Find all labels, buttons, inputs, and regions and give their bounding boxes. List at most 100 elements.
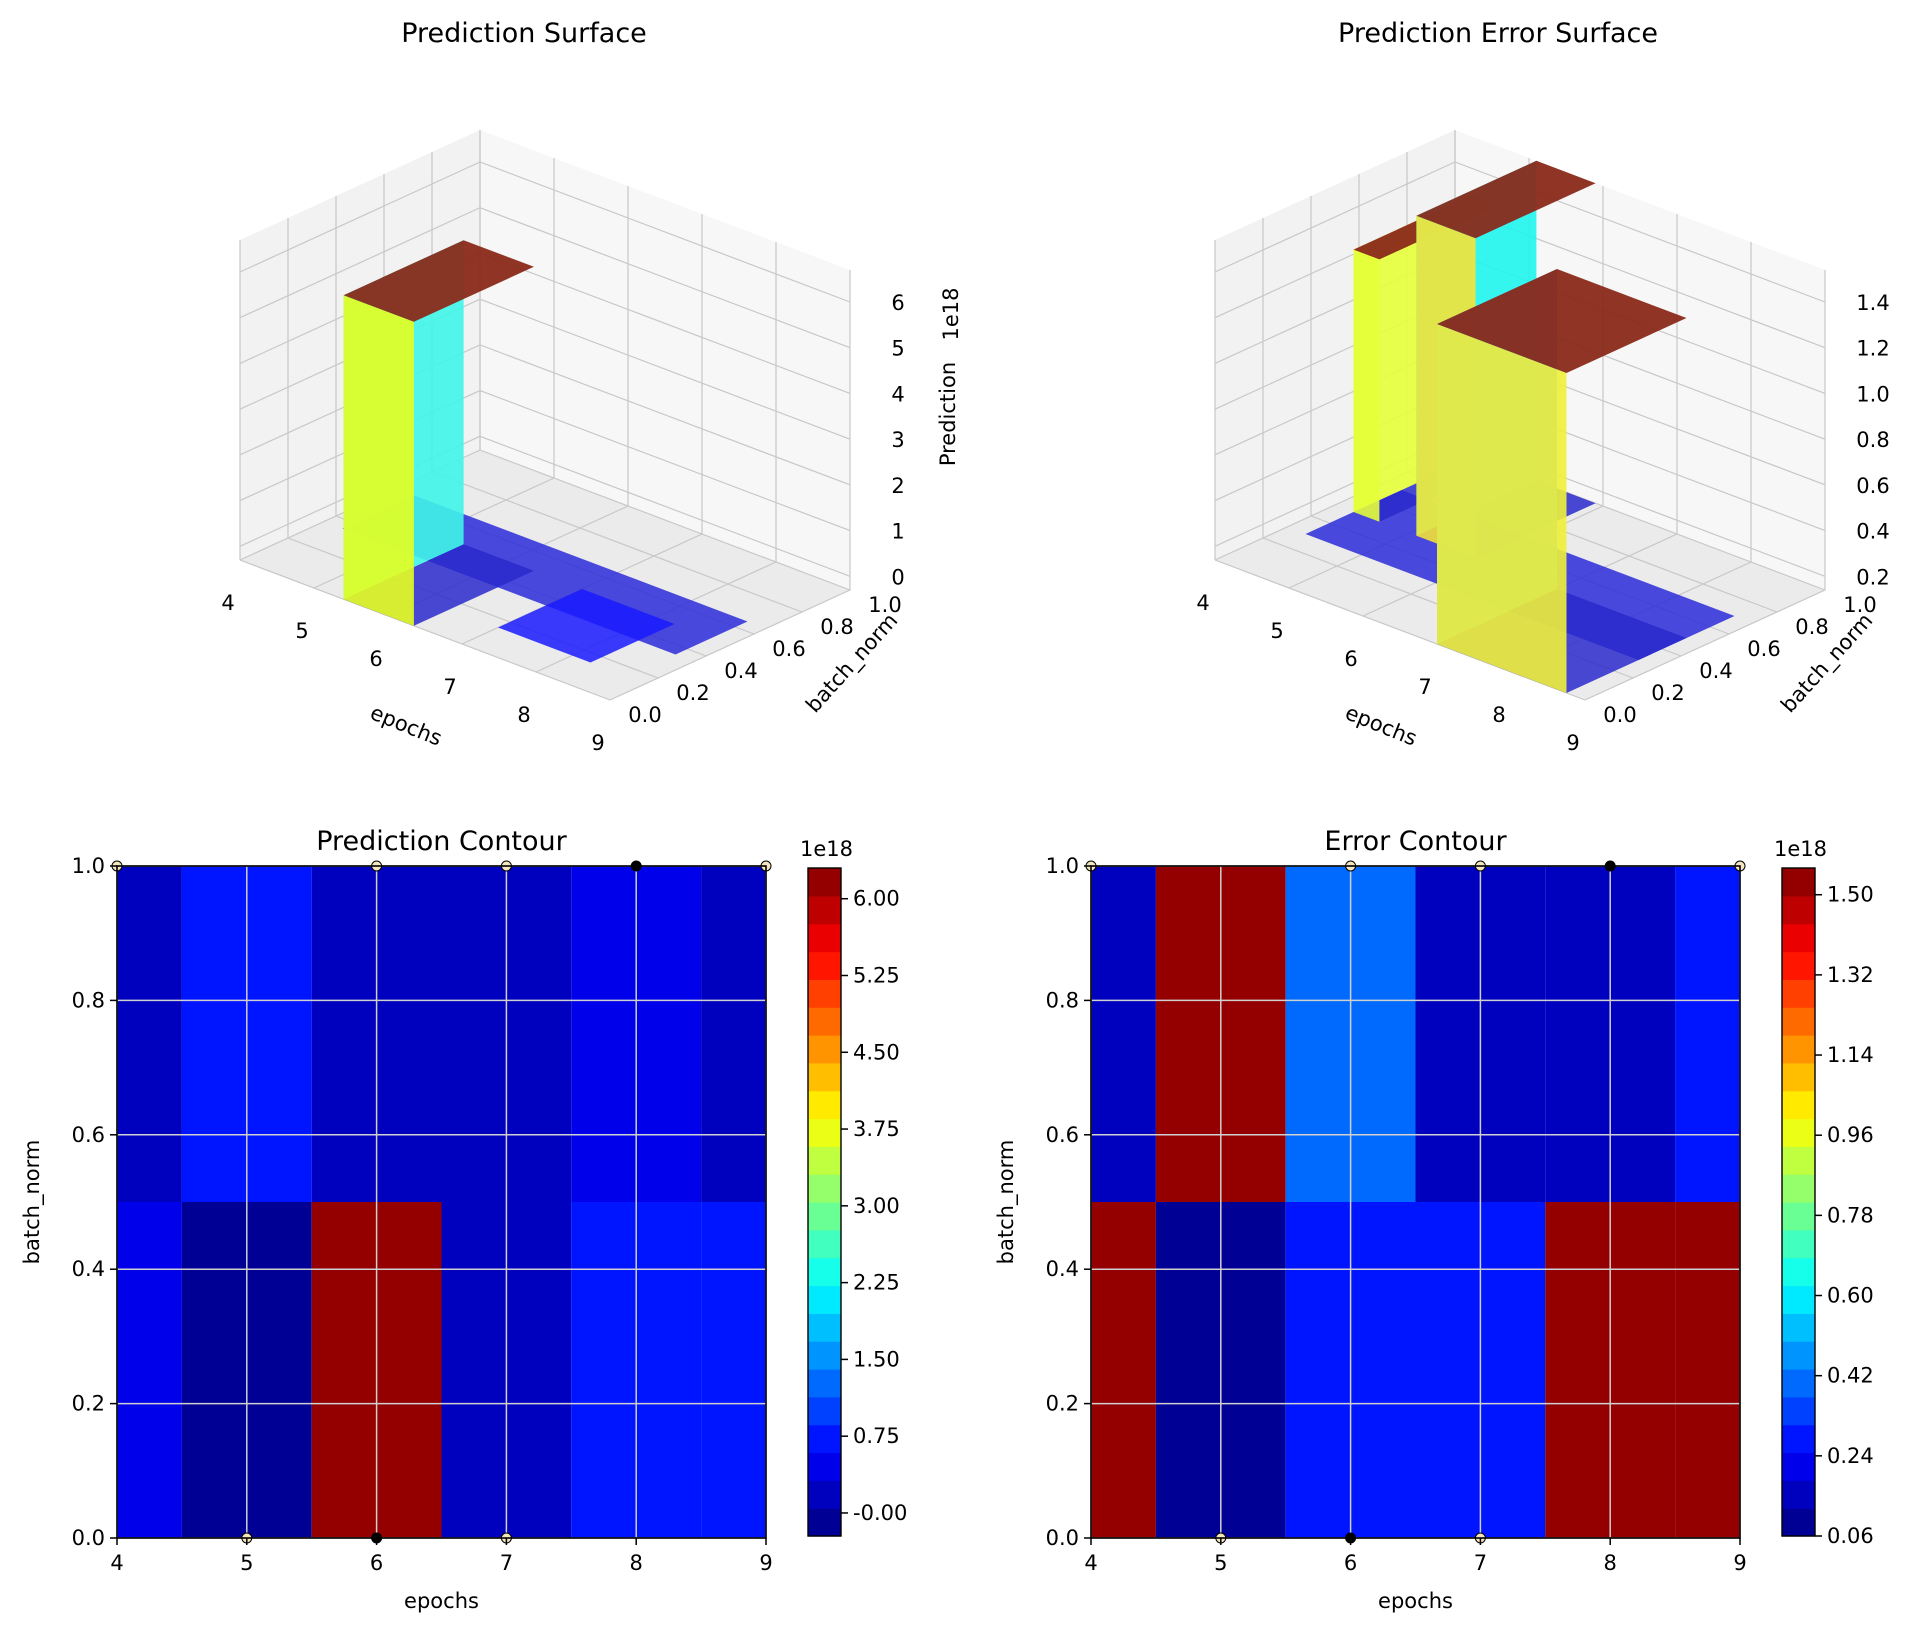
- contour-cell: [1675, 866, 1740, 1202]
- grid-line: [239, 298, 851, 440]
- colorbar-segment: [1782, 923, 1815, 953]
- colorbar-segment: [808, 923, 841, 953]
- x-tick-label: 6: [369, 647, 382, 671]
- colorbar-segment: [1782, 1090, 1815, 1120]
- colorbar-tick-label: 0.96: [1827, 1123, 1874, 1147]
- y-tick-label: 0.4: [72, 1257, 105, 1281]
- y-axis-label: batch_norm: [20, 1140, 45, 1265]
- colorbar: -0.00 0.75 1.50 2.25 3.00 3.75 4.50 5.25 6.00 1e1…: [800, 837, 907, 1537]
- contour-cell: [1091, 1202, 1156, 1538]
- contour-cell: [701, 866, 766, 1202]
- colorbar-segment: [1782, 1369, 1815, 1398]
- x-axis-label: epochs: [367, 700, 445, 750]
- colorbar-frame: [807, 867, 842, 1537]
- y-tick-label: 0.6: [1046, 1123, 1079, 1147]
- y-tick-label: 0.6: [72, 1123, 105, 1147]
- colorbar-segment: [808, 1369, 841, 1398]
- contour-cell: [117, 866, 182, 1202]
- x-tick-label: 4: [221, 591, 234, 615]
- colorbar-tick-label: 0.75: [853, 1424, 900, 1448]
- x-tick-label: 9: [1733, 1551, 1746, 1575]
- colorbar-segment: [1782, 1146, 1815, 1175]
- y-axis-label: batch_norm: [994, 1140, 1019, 1265]
- x-tick-label: 5: [1214, 1551, 1227, 1575]
- colorbar-segment: [808, 1229, 841, 1259]
- y-tick-label: 0.8: [820, 615, 853, 639]
- colorbar-tick-label: 4.50: [853, 1040, 900, 1064]
- colorbar-segment: [808, 1424, 841, 1454]
- grid-line: [239, 435, 851, 577]
- colorbar-segment: [808, 951, 841, 980]
- colorbar-segment: [1782, 1424, 1815, 1454]
- y-tick-label: 0.2: [1046, 1392, 1079, 1416]
- colorbar-segment: [1782, 1313, 1815, 1342]
- surface-top: [1416, 160, 1596, 239]
- z-tick-label: 0.2: [1856, 565, 1889, 589]
- grid-line: [479, 449, 851, 591]
- grid-line: [239, 389, 851, 532]
- colorbar-tick-label: 3.75: [853, 1117, 900, 1141]
- colorbar-segment: [1782, 1062, 1815, 1092]
- grid-line: [239, 559, 611, 701]
- colorbar-segment: [808, 1285, 841, 1314]
- x-tick-label: 7: [443, 675, 456, 699]
- z-tick-label: 2: [891, 474, 904, 498]
- surface-plot-1: 4567890.00.20.40.60.81.00123456epochsbat…: [221, 18, 963, 755]
- y-tick-label: 0.8: [72, 988, 105, 1012]
- colorbar-segment: [1782, 1035, 1815, 1064]
- z-tick-label: 0: [891, 565, 904, 589]
- x-tick-label: 8: [1492, 703, 1505, 727]
- colorbar-segment: [1782, 1480, 1815, 1509]
- colorbar-offset-text: 1e18: [800, 837, 853, 861]
- surface-base: [498, 589, 675, 663]
- colorbar-segment: [1782, 1257, 1815, 1287]
- x-tick-label: 4: [1196, 591, 1209, 615]
- colorbar-segment: [808, 1341, 841, 1370]
- colorbar-tick-label: 6.00: [853, 887, 900, 911]
- colorbar-tick-label: 5.25: [853, 963, 900, 987]
- z-tick-label: 1.4: [1856, 291, 1889, 315]
- x-tick-label: 5: [240, 1551, 253, 1575]
- x-tick-label: 6: [1344, 1551, 1357, 1575]
- colorbar-tick-label: 1.14: [1827, 1043, 1874, 1067]
- colorbar-segment: [808, 1174, 841, 1203]
- colorbar-segment: [808, 1257, 841, 1287]
- y-tick-label: 1.0: [1046, 854, 1079, 878]
- colorbar-segment: [808, 1480, 841, 1509]
- surface-wall: [1437, 324, 1567, 693]
- colorbar-segment: [1782, 1007, 1815, 1036]
- colorbar-segment: [808, 1202, 841, 1231]
- colorbar-tick-label: 0.06: [1827, 1524, 1874, 1548]
- y-tick-label: 1.0: [1843, 593, 1876, 617]
- axes-frame: [1090, 865, 1741, 1539]
- x-tick-label: 4: [110, 1551, 123, 1575]
- back-pane: [480, 130, 850, 590]
- colorbar-offset-text: 1e18: [1774, 837, 1827, 861]
- y-tick-label: 0.0: [1046, 1526, 1079, 1550]
- colorbar-segment: [808, 1090, 841, 1120]
- z-tick-label: 0.6: [1856, 474, 1889, 498]
- colorbar-segment: [1782, 951, 1815, 980]
- y-tick-label: 0.2: [676, 681, 709, 705]
- z-tick-label: 3: [891, 428, 904, 452]
- axes-frame: [116, 865, 767, 1539]
- y-tick-label: 0.2: [72, 1392, 105, 1416]
- y-tick-label: 1.0: [72, 854, 105, 878]
- x-tick-label: 9: [759, 1551, 772, 1575]
- colorbar-segment: [1782, 895, 1815, 925]
- contour-cell: [117, 1202, 182, 1538]
- y-tick-label: 0.4: [1046, 1257, 1079, 1281]
- y-tick-label: 0.0: [1603, 703, 1636, 727]
- colorbar-segment: [808, 868, 841, 897]
- contour-plot-1: 4 5 6 7 8 9 0.0 0.2 0.4 0.6 0.8 1.0 epochs batch_norm…: [20, 826, 907, 1613]
- x-tick-label: 6: [1344, 647, 1357, 671]
- z-tick-label: 0.8: [1856, 428, 1889, 452]
- grid-line: [239, 207, 851, 349]
- grid-line: [1214, 559, 1586, 701]
- surface-wall: [1353, 249, 1380, 522]
- z-tick-label: 1: [891, 520, 904, 544]
- colorbar-segment: [1782, 1174, 1815, 1203]
- colorbar-segment: [1782, 979, 1815, 1008]
- x-tick-label: 6: [370, 1551, 383, 1575]
